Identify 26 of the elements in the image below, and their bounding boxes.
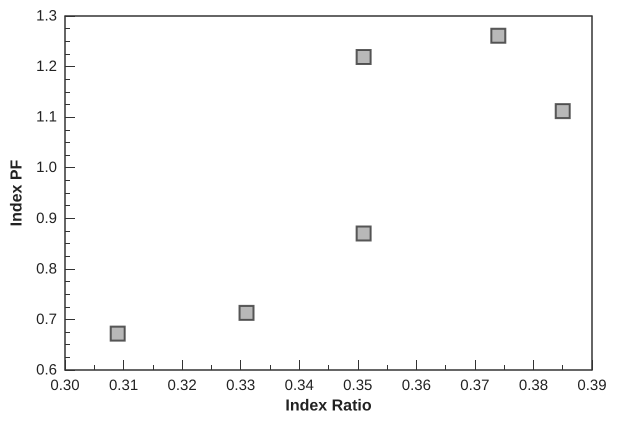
point [554,103,571,120]
y-tick-label: 0.6 [36,362,57,378]
x-tick-label: 0.32 [168,377,197,394]
x-tick-label: 0.35 [343,377,372,394]
y-tick-label: 0.8 [36,260,57,278]
x-tick-label: 0.30 [50,377,80,394]
y-axis-title: Index PF [8,159,26,226]
x-tick-label: 0.34 [284,377,314,394]
y-tick-label: 1.2 [36,58,57,76]
point [110,326,126,342]
y-tick-label: 1.3 [36,8,57,24]
y-tick-label: 1.0 [36,159,57,176]
point [356,225,372,242]
point [490,28,506,44]
x-tick-label: 0.36 [402,377,431,394]
x-axis-title: Index Ratio [285,397,372,414]
x-tick-label: 0.31 [108,377,138,394]
x-tick-label: 0.39 [577,377,607,394]
point [356,48,372,65]
y-tick-label: 1.1 [36,108,57,126]
y-tick-label: 0.7 [36,310,57,328]
point [238,304,255,321]
x-tick-label: 0.33 [226,377,256,394]
x-tick-label: 0.38 [518,377,548,394]
y-tick-label: 0.9 [36,210,57,227]
x-tick-label: 0.37 [460,377,490,394]
